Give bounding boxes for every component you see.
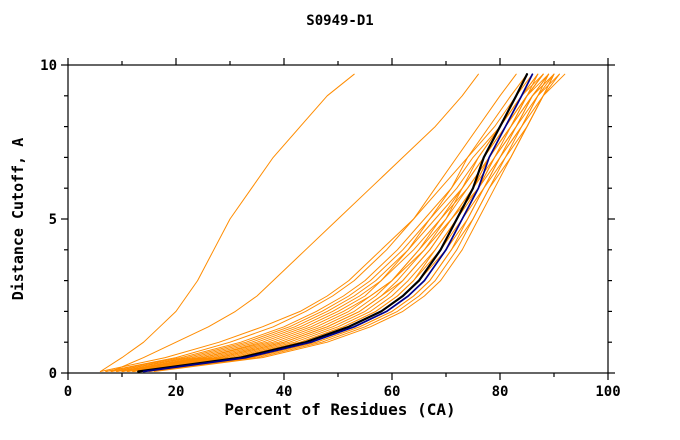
chart-title: S0949-D1 bbox=[306, 13, 374, 29]
x-tick-label: 40 bbox=[276, 384, 293, 400]
series-line-orange-10 bbox=[110, 73, 539, 372]
series-line-orange-21 bbox=[132, 73, 560, 372]
series-line-orange-13 bbox=[121, 73, 550, 372]
series-line-blue bbox=[142, 73, 534, 373]
y-tick-label: 5 bbox=[49, 212, 57, 228]
series-line-orange-24 bbox=[153, 73, 555, 372]
x-tick-label: 60 bbox=[384, 384, 401, 400]
series-line-orange-03 bbox=[105, 73, 517, 372]
series-line-orange-16 bbox=[126, 73, 544, 372]
x-tick-label: 100 bbox=[595, 384, 620, 400]
series-line-orange-23 bbox=[110, 73, 550, 372]
series-line-orange-02 bbox=[110, 73, 479, 372]
series-line-orange-12 bbox=[99, 73, 533, 372]
y-tick-label: 0 bbox=[49, 366, 57, 382]
series-line-orange-06 bbox=[137, 73, 544, 372]
x-tick-label: 80 bbox=[492, 384, 509, 400]
y-tick-label: 10 bbox=[40, 58, 57, 74]
series-line-orange-15 bbox=[116, 73, 555, 372]
series-line-orange-19 bbox=[105, 73, 544, 372]
series-line-orange-01 bbox=[99, 73, 355, 372]
x-tick-label: 0 bbox=[64, 384, 72, 400]
series-line-orange-04 bbox=[116, 73, 528, 372]
x-axis-label: Percent of Residues (CA) bbox=[224, 400, 456, 419]
series-line-black bbox=[137, 73, 529, 373]
x-tick-label: 20 bbox=[168, 384, 185, 400]
series-line-orange-20 bbox=[121, 73, 566, 372]
series-line-orange-18 bbox=[148, 73, 550, 372]
